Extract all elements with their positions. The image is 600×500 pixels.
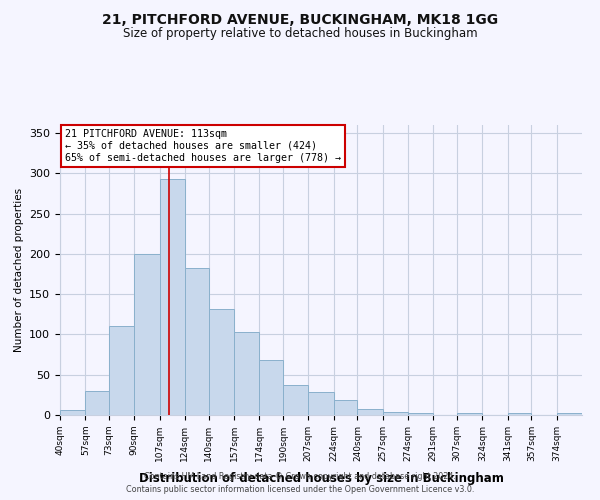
Bar <box>308 392 334 415</box>
Bar <box>358 408 383 415</box>
Bar <box>557 414 582 415</box>
Y-axis label: Number of detached properties: Number of detached properties <box>14 188 23 352</box>
Bar <box>259 360 283 415</box>
Text: 21, PITCHFORD AVENUE, BUCKINGHAM, MK18 1GG: 21, PITCHFORD AVENUE, BUCKINGHAM, MK18 1… <box>102 12 498 26</box>
Text: Contains public sector information licensed under the Open Government Licence v3: Contains public sector information licen… <box>126 485 474 494</box>
Bar <box>85 391 109 415</box>
Bar <box>334 400 358 415</box>
Bar <box>283 385 308 415</box>
Text: Size of property relative to detached houses in Buckingham: Size of property relative to detached ho… <box>122 28 478 40</box>
Bar <box>109 326 134 415</box>
Bar <box>234 332 259 415</box>
Bar <box>408 412 433 415</box>
Bar <box>457 414 482 415</box>
Bar <box>383 412 408 415</box>
Bar <box>185 268 209 415</box>
Bar <box>209 310 234 415</box>
Bar <box>160 179 185 415</box>
Bar <box>60 410 85 415</box>
X-axis label: Distribution of detached houses by size in Buckingham: Distribution of detached houses by size … <box>139 472 503 485</box>
Bar <box>508 414 532 415</box>
Text: 21 PITCHFORD AVENUE: 113sqm
← 35% of detached houses are smaller (424)
65% of se: 21 PITCHFORD AVENUE: 113sqm ← 35% of det… <box>65 130 341 162</box>
Text: Contains HM Land Registry data © Crown copyright and database right 2024.: Contains HM Land Registry data © Crown c… <box>144 472 456 481</box>
Bar <box>134 254 160 415</box>
